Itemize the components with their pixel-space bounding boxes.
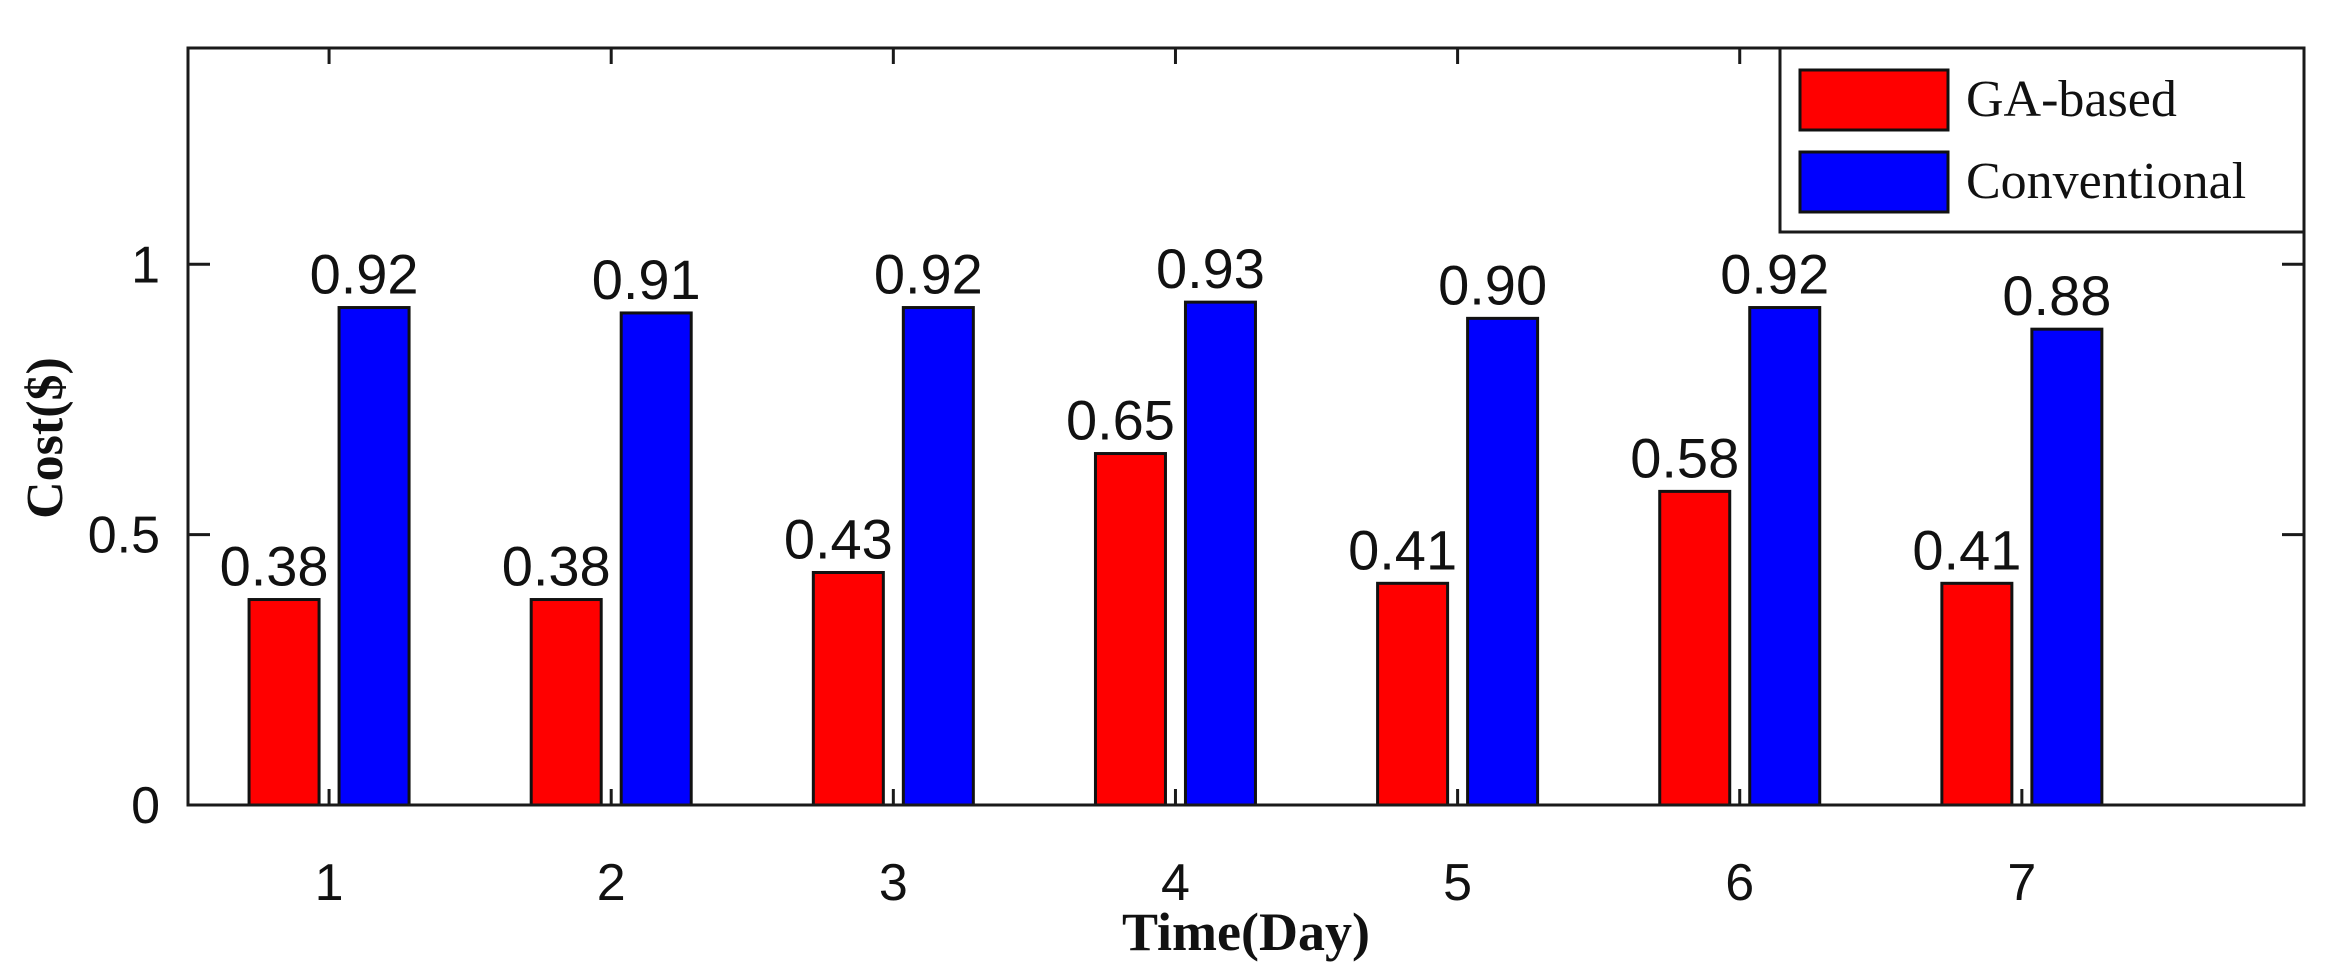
x-tick-label: 1: [315, 854, 344, 912]
bar-conventional: [901, 306, 975, 807]
data-label-ga-based: 0.43: [784, 507, 893, 570]
data-label-conventional: 0.88: [2002, 264, 2111, 327]
data-label-conventional: 0.90: [1438, 253, 1547, 316]
bar-ga-based: [1658, 489, 1732, 807]
bar-conventional: [337, 306, 411, 807]
plot-frame: [186, 46, 2306, 807]
bar-ga-based: [529, 598, 603, 807]
bar-ga-based: [811, 570, 885, 807]
data-label-ga-based: 0.65: [1066, 389, 1175, 452]
bar-conventional: [1466, 316, 1540, 807]
data-label-conventional: 0.93: [1156, 237, 1265, 300]
bar-ga-based: [1093, 452, 1167, 807]
bar-ga-based: [1940, 581, 2014, 807]
x-tick-label: 4: [1161, 854, 1190, 912]
bar-conventional: [619, 311, 693, 807]
legend-swatch-ga-based: [1798, 68, 1950, 132]
x-tick-label: 2: [597, 854, 626, 912]
y-tick-label: 0: [131, 777, 160, 835]
data-label-ga-based: 0.38: [502, 535, 611, 598]
data-label-conventional: 0.92: [310, 243, 419, 306]
bar-conventional: [1748, 306, 1822, 807]
legend: GA-based Conventional: [1778, 46, 2306, 234]
data-label-ga-based: 0.38: [220, 535, 329, 598]
y-tick-label: 0.5: [88, 507, 160, 565]
x-tick-label: 6: [1725, 854, 1754, 912]
y-tick-label: 1: [131, 236, 160, 294]
data-label-ga-based: 0.58: [1630, 426, 1739, 489]
data-label-conventional: 0.92: [1720, 243, 1829, 306]
bar-conventional: [1183, 300, 1257, 807]
data-labels: 0.38 0.38 0.43 0.65 0.41 0.58 0.41 0.92 0.91 0.92…: [220, 237, 2112, 597]
x-tick-label: 7: [2007, 854, 2036, 912]
data-label-ga-based: 0.41: [1912, 518, 2021, 581]
x-tick-label: 3: [879, 854, 908, 912]
legend-label-conventional: Conventional: [1966, 153, 2246, 210]
bar-ga-based: [247, 598, 321, 807]
bar-conventional: [2030, 327, 2104, 807]
x-axis-title: Time(Day): [1122, 902, 1370, 962]
data-label-conventional: 0.91: [592, 248, 701, 311]
legend-label-ga-based: GA-based: [1966, 71, 2177, 128]
y-tick-labels: 00.51: [88, 236, 160, 835]
bar-ga-based: [1376, 581, 1450, 807]
data-label-ga-based: 0.41: [1348, 518, 1457, 581]
x-tick-labels: 1 2 3 4 5 6 7: [315, 854, 2037, 912]
bars: [247, 300, 2104, 807]
data-label-conventional: 0.92: [874, 243, 983, 306]
legend-swatch-conventional: [1798, 150, 1950, 214]
y-axis-title: Cost($): [17, 357, 74, 519]
x-tick-label: 5: [1443, 854, 1472, 912]
